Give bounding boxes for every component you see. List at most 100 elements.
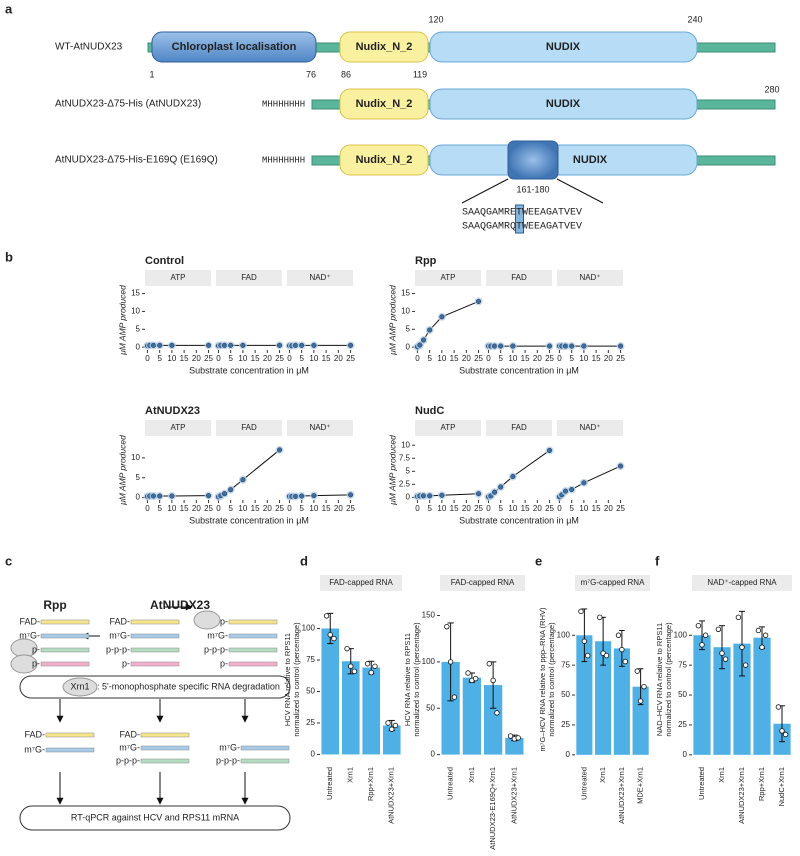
domain-label: Nudix_N_2 (356, 154, 413, 166)
rna-strand (130, 647, 180, 653)
rna-strand (130, 619, 180, 625)
panel-label: e (535, 553, 542, 568)
x-tick-label: 5 (427, 354, 432, 363)
data-point (547, 343, 553, 349)
x-tick-label: 25 (204, 504, 213, 513)
cap-label: p- (32, 644, 40, 654)
x-tick-label: AtNUDX23+Xrn1 (509, 767, 518, 824)
data-point (348, 342, 354, 348)
x-tick-label: 25 (616, 354, 625, 363)
cap-label: FAD- (109, 616, 130, 626)
bar (632, 686, 649, 755)
x-tick-label: 25 (545, 504, 554, 513)
x-tick-label: 0 (287, 504, 292, 513)
position: 86 (341, 69, 351, 79)
step-label: : 5'-monophosphate specific RNA degradat… (97, 681, 280, 691)
data-point (510, 343, 516, 349)
facet-header (415, 270, 481, 286)
y-tick-label: 10 (131, 307, 140, 316)
cap-label: m⁷G- (19, 630, 40, 640)
y-tick-label: 150 (422, 611, 436, 620)
x-tick-label: 10 (238, 354, 247, 363)
data-point (228, 487, 234, 493)
y-tick-label: 2.5 (399, 479, 411, 488)
x-tick-label: 15 (180, 504, 189, 513)
rna-strand (140, 758, 190, 764)
x-tick-label: 25 (545, 354, 554, 363)
x-tick-label: 0 (145, 354, 150, 363)
bar (576, 635, 593, 755)
replicate-point (641, 683, 647, 690)
facet-label: NAD⁺ (579, 273, 600, 282)
x-tick-label: 5 (299, 504, 304, 513)
x-tick-label: 0 (486, 354, 491, 363)
facet-header (320, 575, 402, 591)
rna-strand (228, 633, 278, 639)
replicate-point (344, 645, 350, 652)
facet-header (145, 420, 211, 436)
cap-label: p- (122, 658, 130, 668)
replicate-point (389, 726, 395, 732)
cap-label: p- (220, 616, 228, 626)
facet-label: FAD-capped RNA (329, 578, 393, 587)
y-tick-label: 75 (561, 660, 570, 669)
replicate-point (702, 632, 709, 638)
enzyme (193, 610, 221, 630)
y-tick-label: 100 (422, 657, 436, 666)
replicate-point (364, 661, 371, 667)
x-tick-label: 0 (216, 354, 221, 363)
bar (693, 635, 711, 755)
chart-title: AtNUDX23 (145, 405, 200, 417)
facet-header (486, 270, 552, 286)
x-tick-label: 20 (604, 504, 613, 513)
domain-maps: WT-AtNUDX23 Chloroplast localisation Nud… (55, 14, 780, 234)
domain-label: NUDIX (573, 154, 608, 166)
x-tick-label: 0 (287, 354, 292, 363)
x-tick-label: 25 (346, 504, 355, 513)
domain (339, 144, 429, 176)
replicate-point (762, 632, 769, 638)
x-tick-label: 10 (167, 354, 176, 363)
facet-header (692, 575, 792, 591)
facet-label: ATP (171, 423, 186, 432)
x-tick-label: 0 (145, 504, 150, 513)
x-axis-label: Substrate concentration in μM (189, 365, 309, 375)
data-point (311, 342, 317, 348)
data-point (299, 493, 305, 499)
replicate-point (368, 669, 374, 676)
bar (613, 648, 630, 755)
x-tick-label: 20 (462, 504, 471, 513)
cap-label: m⁷G- (219, 742, 240, 752)
replicate-point (637, 698, 644, 704)
x-tick-label: 0 (415, 504, 420, 513)
replicate-point (719, 650, 725, 656)
x-tick-label: 20 (263, 354, 272, 363)
replicate-point (447, 659, 454, 665)
y-tick-label: 0 (136, 342, 141, 351)
position: 1 (149, 69, 154, 79)
y-tick-label: 5 (136, 324, 141, 333)
replicate-point (323, 613, 330, 619)
y-tick-label: 100 (302, 624, 316, 633)
y-tick-label: 5 (136, 473, 141, 482)
y-axis-label: NAD–HCV RNA relative to RPS11 (655, 623, 664, 736)
x-tick-label: 10 (437, 504, 446, 513)
x-tick-label: 25 (616, 504, 625, 513)
domain-label: NUDIX (546, 41, 581, 53)
enzyme (10, 654, 38, 674)
x-tick-label: 5 (427, 504, 432, 513)
x-tick-label: AtNUDX23-E169Q+Xrn1 (488, 767, 497, 850)
y-axis-label: μM AMP produced (387, 285, 397, 356)
facet-label: NAD⁺ (309, 273, 330, 282)
data-point (421, 493, 427, 499)
x-tick-label: Xrn1 (346, 767, 355, 783)
x-tick-label: Untreated (325, 767, 334, 800)
facet-label: FAD (241, 273, 257, 282)
domain (339, 31, 429, 63)
x-tick-label: 10 (167, 504, 176, 513)
y-axis-label: HCV RNA relative to RPS11 (403, 633, 412, 726)
replicate-point (695, 622, 702, 629)
x-tick-label: 5 (299, 354, 304, 363)
domain (429, 144, 698, 176)
